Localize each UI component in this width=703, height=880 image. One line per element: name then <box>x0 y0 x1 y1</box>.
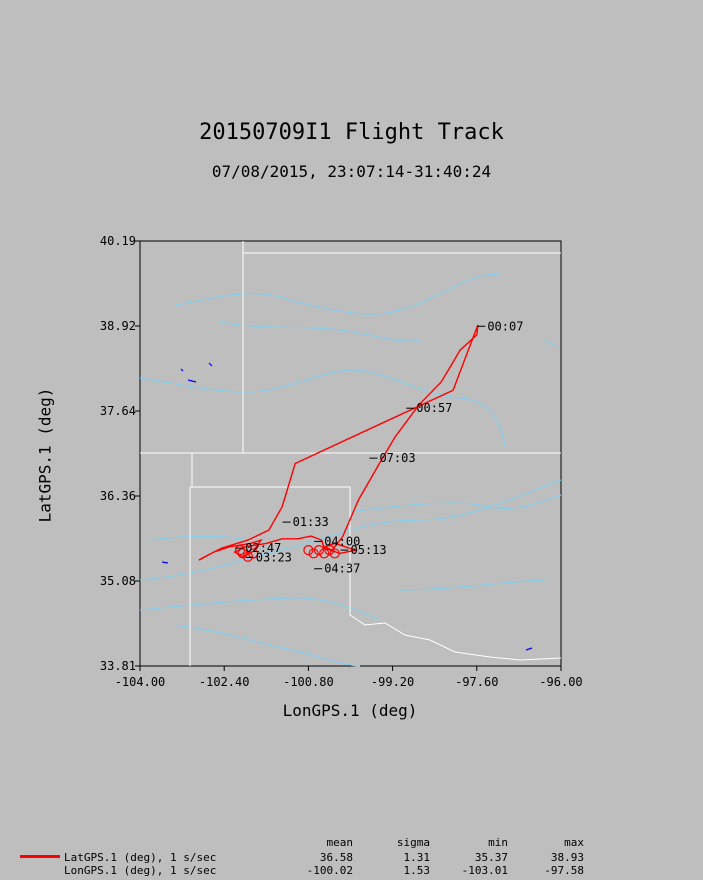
time-label: 04:00 <box>324 534 360 548</box>
track-loop <box>313 544 325 556</box>
time-label: 00:07 <box>487 319 523 333</box>
flight-track <box>198 324 479 562</box>
lake <box>180 368 184 372</box>
stats-header-sigma: sigma <box>396 836 430 849</box>
stats-cell-sigma: 1.53 <box>403 864 431 877</box>
x-tick-label: -96.00 <box>539 675 582 689</box>
stats-cell-min: -103.01 <box>461 864 508 877</box>
x-tick-label: -104.00 <box>115 675 166 689</box>
time-label: 02:47 <box>245 541 281 555</box>
track-loop <box>234 544 246 556</box>
stats-cell-min: 35.37 <box>474 851 508 864</box>
time-label: 05:13 <box>351 543 387 557</box>
stats-cell-max: 38.93 <box>550 851 584 864</box>
stats-header-max: max <box>564 836 584 849</box>
stats-cell-sigma: 1.31 <box>403 851 431 864</box>
state-boundary <box>190 486 562 661</box>
river <box>139 479 562 581</box>
track-loop <box>329 548 340 559</box>
track-loop <box>308 548 319 559</box>
river <box>219 321 421 342</box>
time-label: 00:57 <box>416 401 452 415</box>
time-label: 03:23 <box>256 550 292 564</box>
x-tick-label: -99.20 <box>371 675 414 689</box>
legend-swatch-lat <box>20 855 60 858</box>
chart-subtitle: 07/08/2015, 23:07:14-31:40:24 <box>211 162 492 181</box>
track-loop <box>319 548 330 559</box>
river <box>149 535 251 541</box>
river <box>174 273 501 315</box>
river <box>174 624 361 667</box>
track-loop <box>242 551 253 562</box>
chart-title: 20150709I1 Flight Track <box>199 120 504 145</box>
time-label: 07:03 <box>379 451 415 465</box>
lake <box>161 561 169 564</box>
track-loop <box>303 544 314 556</box>
x-axis-label: LonGPS.1 (deg) <box>282 701 418 720</box>
y-tick-label: 40.19 <box>100 234 136 248</box>
stats-cell-max: -97.58 <box>544 864 584 877</box>
stats-row-label: LonGPS.1 (deg), 1 s/sec <box>64 864 217 877</box>
lake <box>525 647 533 651</box>
y-tick-label: 36.36 <box>100 489 136 503</box>
stats-row-label: LatGPS.1 (deg), 1 s/sec <box>64 851 217 864</box>
x-tick-label: -97.60 <box>455 675 498 689</box>
stats-cell-mean: -100.02 <box>306 864 353 877</box>
river <box>544 339 561 347</box>
axis-ticks: -104.00 -102.40 -100.80 -99.20 -97.60 -96.00 4… <box>100 234 583 689</box>
track-loop <box>248 548 259 559</box>
stats-header-mean: mean <box>326 836 354 849</box>
track-loop <box>324 544 335 556</box>
time-label: 01:33 <box>293 515 329 529</box>
y-tick-label: 38.92 <box>100 319 136 333</box>
river <box>349 494 562 513</box>
y-tick-label: 37.64 <box>100 404 136 418</box>
y-tick-label: 35.08 <box>100 574 136 588</box>
map-background <box>139 241 562 667</box>
x-tick-label: -102.40 <box>199 675 250 689</box>
river <box>139 597 381 621</box>
x-tick-label: -100.80 <box>283 675 334 689</box>
time-label: 04:37 <box>324 562 360 576</box>
y-axis-label: LatGPS.1 (deg) <box>35 387 55 523</box>
stats-header-min: min <box>488 836 508 849</box>
y-tick-label: 33.81 <box>100 659 136 673</box>
stats-cell-mean: 36.58 <box>319 851 353 864</box>
track-line <box>198 324 479 561</box>
lake <box>208 362 213 367</box>
river <box>399 579 546 591</box>
track-loop <box>237 548 248 559</box>
river <box>139 369 506 446</box>
lake <box>187 379 197 383</box>
